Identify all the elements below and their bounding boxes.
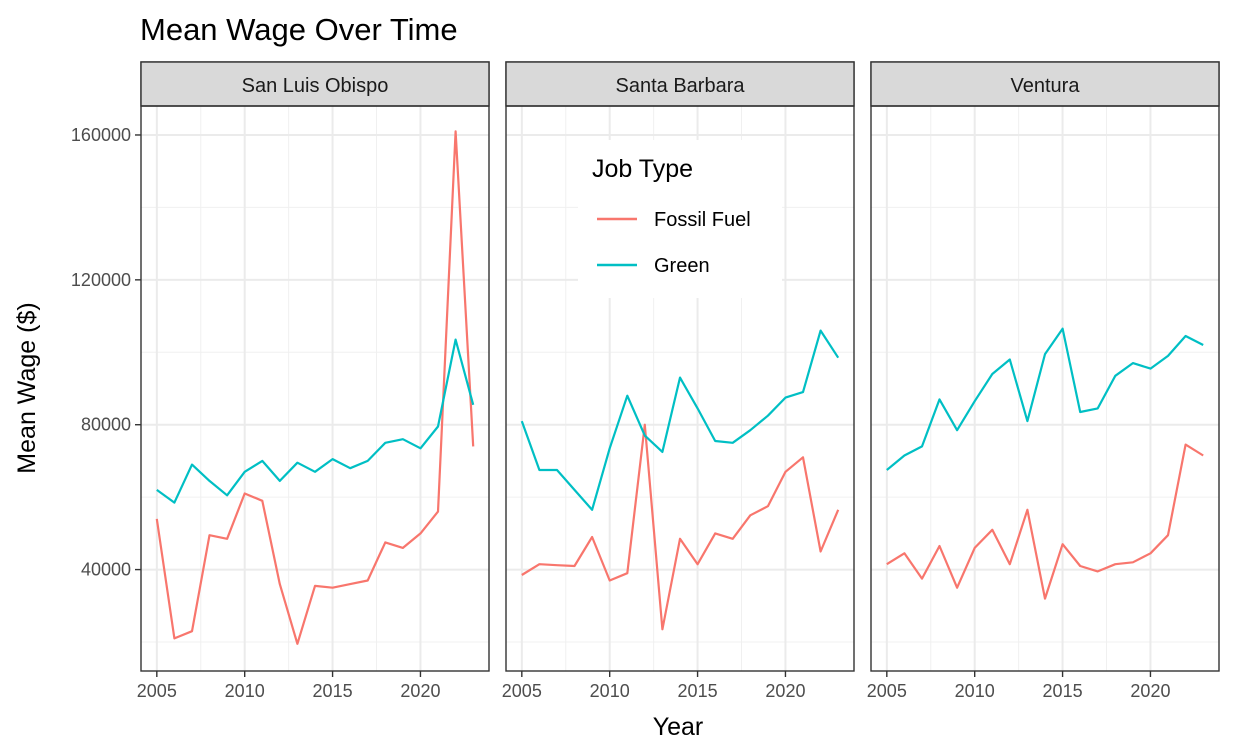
y-tick-label: 80000 (81, 415, 131, 435)
legend-entries: Fossil Fuel Green (597, 209, 751, 277)
series-line-fossil-fuel (521, 423, 840, 631)
x-tick-label: 2005 (867, 681, 907, 701)
series-line-green (156, 338, 475, 504)
x-tick-label: 2010 (955, 681, 995, 701)
y-tick-label: 120000 (71, 270, 131, 290)
x-tick-label: 2005 (502, 681, 542, 701)
chart-title: Mean Wage Over Time (140, 12, 458, 47)
panel-background (871, 106, 1219, 671)
y-axis-title: Mean Wage ($) (13, 302, 41, 473)
legend: Job Type Fossil Fuel Green (578, 140, 782, 298)
panel-2: Ventura 2005 2010 2015 2020 (867, 61, 1220, 701)
facet-strip-label: San Luis Obispo (242, 75, 389, 97)
legend-label-fossil-fuel: Fossil Fuel (654, 209, 751, 231)
panel-0: San Luis Obispo 2005 2010 2015 2020 40000 8000… (71, 61, 490, 701)
series-line-green (520, 329, 840, 511)
panel-background (141, 106, 489, 671)
facet-strip-label: Ventura (1011, 75, 1081, 97)
x-tick-label: 2020 (765, 681, 805, 701)
facet-panels: San Luis Obispo 2005 2010 2015 2020 40000 8000… (71, 61, 1220, 701)
x-axis-title: Year (653, 713, 704, 741)
y-tick-label: 40000 (81, 560, 131, 580)
series-line-green (886, 327, 1204, 471)
facet-strip (870, 61, 1220, 107)
legend-label-green: Green (654, 255, 710, 277)
x-tick-label: 2020 (400, 681, 440, 701)
series-line-fossil-fuel (886, 443, 1204, 600)
facet-strip (140, 61, 490, 107)
x-tick-label: 2020 (1130, 681, 1170, 701)
x-tick-label: 2010 (590, 681, 630, 701)
legend-title: Job Type (592, 155, 693, 183)
x-tick-label: 2005 (137, 681, 177, 701)
facet-strip-label: Santa Barbara (616, 75, 746, 97)
x-tick-label: 2015 (313, 681, 353, 701)
x-tick-label: 2010 (225, 681, 265, 701)
facet-strip (505, 61, 855, 107)
x-tick-label: 2015 (1043, 681, 1083, 701)
series-line-fossil-fuel (155, 130, 475, 645)
x-tick-label: 2015 (678, 681, 718, 701)
y-tick-label: 160000 (71, 125, 131, 145)
